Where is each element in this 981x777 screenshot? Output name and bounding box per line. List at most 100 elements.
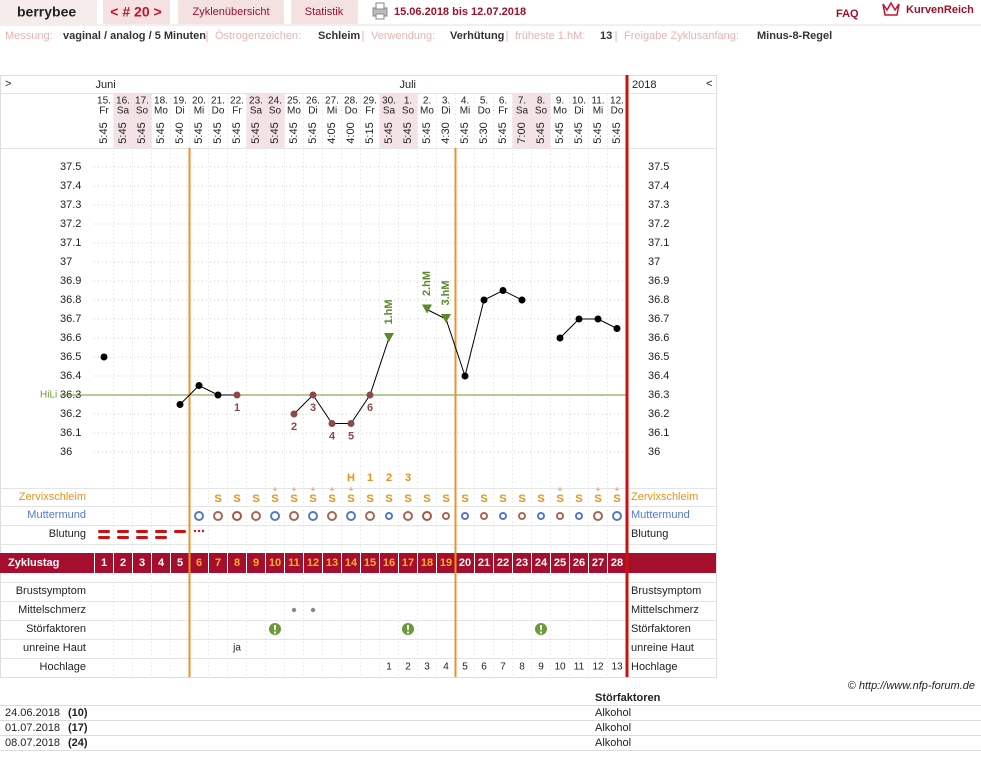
table-header: Störfaktoren	[595, 692, 661, 704]
weekday-label: Mi	[327, 106, 338, 117]
temperature-line	[179, 289, 618, 424]
y-tick-label: 36.3	[648, 389, 669, 401]
y-tick-label: 36.1	[60, 427, 81, 439]
time-label: 5:45	[459, 122, 471, 143]
weekday-label: Di	[308, 106, 317, 117]
date-label: 9.	[556, 96, 564, 107]
muttermund-icon	[575, 512, 583, 520]
temperature-point	[214, 391, 222, 399]
hochlage-count: 7	[500, 662, 506, 673]
y-tick-label: 37	[648, 256, 660, 268]
zervix-mark: S	[385, 493, 392, 505]
zervix-mark: S	[442, 493, 449, 505]
muttermund-icon	[442, 512, 450, 520]
row-label: Hochlage	[631, 661, 677, 673]
bleeding-icon	[98, 536, 110, 539]
faq-link[interactable]: FAQ	[836, 8, 859, 20]
cycle-band	[0, 553, 716, 573]
row-label: Störfaktoren	[631, 623, 691, 635]
y-tick-label: 37.4	[648, 180, 669, 192]
muttermund-icon	[518, 512, 526, 520]
weekday-label: So	[402, 106, 415, 117]
print-icon[interactable]	[372, 2, 388, 20]
weekday-label: Fr	[365, 106, 375, 117]
zervix-plus: +	[310, 484, 315, 494]
temperature-point	[309, 391, 317, 399]
user-box	[0, 0, 97, 24]
time-label: 5:45	[497, 122, 509, 143]
zervix-plus: +	[329, 484, 334, 494]
bleeding-icon	[155, 536, 167, 539]
date-label: 22.	[230, 96, 244, 107]
cycle-day: 21	[478, 557, 490, 569]
date-label: 6.	[499, 96, 507, 107]
cycle-box[interactable]	[103, 0, 170, 24]
tab-box[interactable]	[178, 0, 284, 24]
time-label: 7:00	[516, 122, 528, 143]
y-tick-label: 36.4	[648, 370, 669, 382]
weekday-label: Do	[611, 106, 624, 117]
brand[interactable]: KurvenReich	[906, 4, 974, 16]
tab[interactable]: Zyklenübersicht	[192, 6, 269, 18]
zervix-mark: S	[594, 493, 601, 505]
cycle-day: 5	[177, 557, 183, 569]
time-label: 5:45	[193, 122, 205, 143]
weekend-shade	[132, 94, 152, 148]
date-label: 18.	[154, 96, 168, 107]
disturbance-bang	[407, 625, 409, 630]
time-label: 5:30	[478, 122, 490, 143]
date-label: 26.	[306, 96, 320, 107]
muttermund-icon	[593, 511, 603, 521]
bleeding-icon	[117, 530, 129, 533]
zervix-plus: +	[291, 484, 296, 494]
hochlage-count: 1	[386, 662, 392, 673]
temperature-point	[556, 334, 564, 342]
printer-paper	[375, 13, 385, 20]
hm-label: 2.hM	[421, 271, 433, 296]
copyright: © http://www.nfp-forum.de	[848, 680, 975, 692]
table-factor: Alkohol	[595, 722, 631, 734]
cycle-day: 25	[554, 557, 566, 569]
phase-mark: H	[347, 472, 355, 484]
row-label: unreine Haut	[631, 642, 694, 654]
cycle-day: 18	[421, 557, 433, 569]
weekday-label: Di	[441, 106, 450, 117]
temperature-point	[499, 287, 507, 294]
time-label: 5:45	[573, 122, 585, 143]
muttermund-icon	[365, 511, 375, 521]
temperature-point	[422, 304, 432, 314]
time-label: 5:45	[383, 122, 395, 143]
bleeding-icon	[98, 530, 110, 533]
weekday-label: Mi	[593, 106, 604, 117]
cycle-nav[interactable]: < # 20 >	[110, 4, 161, 20]
info-value: 13	[600, 30, 612, 42]
hochlage-count: 2	[405, 662, 411, 673]
row-label: Störfaktoren	[26, 623, 86, 635]
temperature-point	[176, 401, 184, 408]
table-date: 24.06.2018	[5, 707, 60, 719]
y-tick-label: 36.7	[648, 313, 669, 325]
hochlage-count: 12	[592, 662, 604, 673]
weekday-label: Fr	[232, 106, 242, 117]
y-tick-label: 36.9	[648, 275, 669, 287]
row-label: Muttermund	[27, 509, 86, 521]
time-label: 5:45	[535, 122, 547, 143]
cycle-day: 1	[101, 557, 107, 569]
tab-box[interactable]	[291, 0, 358, 24]
weekday-label: So	[136, 106, 149, 117]
weekday-label: Di	[574, 106, 583, 117]
weekday-label: Mi	[460, 106, 471, 117]
muttermund-icon	[480, 512, 488, 520]
disturbance-bang	[274, 625, 276, 630]
brand-icon	[882, 1, 900, 16]
point-label: 1	[234, 402, 240, 414]
time-label: 5:45	[212, 122, 224, 143]
row-label: Brustsymptom	[631, 585, 701, 597]
row-label: unreine Haut	[23, 642, 86, 654]
date-label: 21.	[211, 96, 225, 107]
nav: >	[5, 78, 11, 90]
tab[interactable]: Statistik	[305, 6, 344, 18]
zervix-mark: S	[252, 493, 259, 505]
hochlage-count: 10	[554, 662, 566, 673]
